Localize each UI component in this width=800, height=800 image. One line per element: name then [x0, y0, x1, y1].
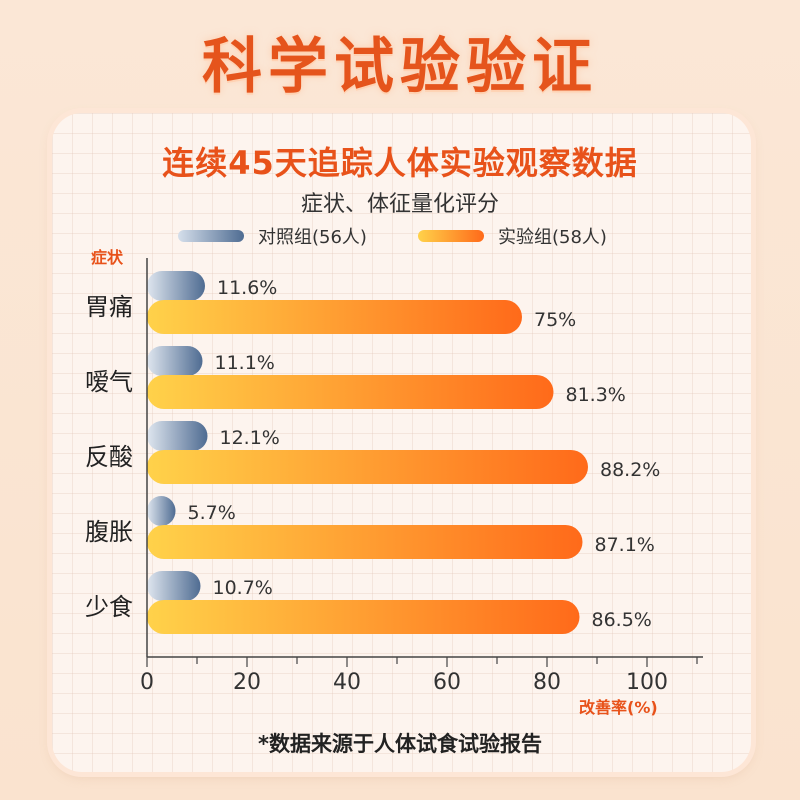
chart-title: 症状、体征量化评分	[300, 192, 499, 217]
x-tick-label: 0	[140, 670, 154, 695]
bar-experiment	[147, 450, 588, 484]
bar-experiment	[147, 600, 580, 634]
x-tick-label: 100	[626, 670, 668, 695]
bar-experiment	[147, 375, 554, 409]
data-label-control: 11.1%	[215, 352, 275, 374]
data-label-control: 5.7%	[188, 502, 236, 524]
x-tick-label: 20	[233, 670, 261, 695]
bar-control	[147, 496, 176, 526]
page-title: 科学试验验证	[202, 32, 598, 102]
bar-experiment	[147, 300, 522, 334]
x-axis-title: 改善率(%)	[579, 698, 658, 717]
category-label: 嗳气	[85, 368, 133, 396]
bar-control	[147, 571, 201, 601]
legend-item-experiment: 实验组(58人)	[418, 223, 607, 249]
legend-swatch-experiment	[418, 230, 484, 242]
legend-label-experiment: 实验组(58人)	[498, 227, 607, 248]
category-label: 胃痛	[85, 293, 133, 321]
data-label-control: 11.6%	[217, 277, 277, 299]
x-tick-label: 60	[433, 670, 461, 695]
data-label-experiment: 81.3%	[566, 384, 626, 406]
bar-experiment	[147, 525, 583, 559]
legend-swatch-control	[178, 230, 244, 242]
category-label: 反酸	[85, 443, 133, 471]
bar-control	[147, 421, 208, 451]
y-axis-title: 症状	[91, 248, 124, 267]
data-label-experiment: 88.2%	[600, 459, 660, 481]
data-label-experiment: 75%	[534, 309, 576, 331]
bar-control	[147, 271, 205, 301]
chart-headline: 连续45天追踪人体实验观察数据	[162, 144, 638, 182]
footnote: *数据来源于人体试食试验报告	[258, 732, 542, 756]
x-tick-label: 80	[533, 670, 561, 695]
legend-item-control: 对照组(56人)	[178, 223, 367, 249]
legend-label-control: 对照组(56人)	[258, 227, 367, 248]
data-label-control: 12.1%	[220, 427, 280, 449]
data-label-control: 10.7%	[213, 577, 273, 599]
category-label: 少食	[85, 593, 133, 621]
bar-control	[147, 346, 203, 376]
data-label-experiment: 87.1%	[595, 534, 655, 556]
x-tick-label: 40	[333, 670, 361, 695]
data-label-experiment: 86.5%	[592, 609, 652, 631]
category-label: 腹胀	[85, 518, 133, 546]
